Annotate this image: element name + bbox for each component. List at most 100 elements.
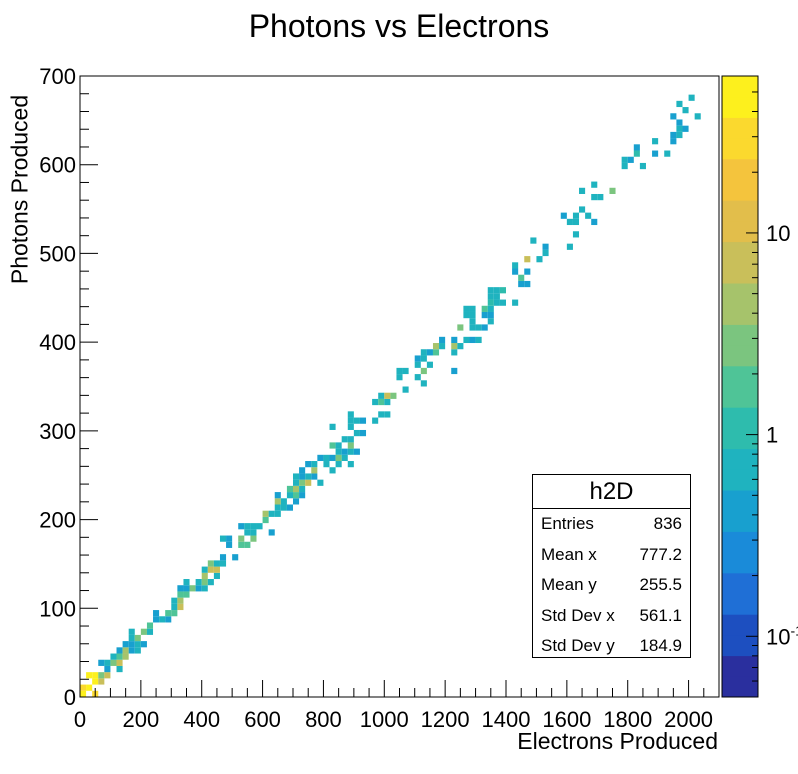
heatmap-cell [98, 672, 105, 679]
heatmap-cell [128, 634, 135, 642]
heatmap-cell [621, 156, 628, 163]
heatmap-cell [98, 659, 105, 666]
colorbar-segment [722, 655, 758, 677]
heatmap-cell [341, 454, 348, 462]
heatmap-cell [165, 616, 172, 623]
heatmap-cell [177, 591, 184, 598]
heatmap-cell [572, 218, 580, 226]
heatmap-cell [475, 324, 482, 331]
heatmap-cell [219, 560, 227, 567]
colorbar-segment [722, 676, 758, 698]
stats-row-std-x: Std Dev x 561.1 [533, 601, 690, 632]
heatmap-cell [341, 448, 348, 455]
heatmap-cell [579, 187, 586, 194]
colorbar-segment [722, 158, 758, 180]
heatmap-cell [469, 336, 476, 344]
heatmap-cell [463, 311, 470, 319]
stats-value: 184.9 [639, 636, 682, 655]
heatmap-cell [353, 448, 360, 455]
heatmap-cell [116, 665, 123, 673]
heatmap-cell [140, 641, 147, 648]
heatmap-cell [171, 610, 178, 617]
heatmap-cell [591, 193, 598, 201]
heatmap-cell [268, 529, 275, 536]
heatmap-cell [439, 336, 446, 344]
heatmap-cell [274, 498, 281, 505]
heatmap-cell [305, 479, 312, 486]
colorbar-segment [722, 572, 758, 594]
heatmap-cell [183, 579, 190, 586]
colorbar-segment [722, 593, 758, 615]
heatmap-cell [329, 442, 336, 449]
heatmap-cell [274, 510, 281, 517]
heatmap-cell [201, 579, 208, 586]
heatmap-cell [347, 417, 354, 424]
heatmap-cell [323, 454, 330, 462]
colorbar-segment [722, 531, 758, 553]
colorbar-segment [722, 469, 758, 491]
heatmap-cell [481, 305, 488, 312]
heatmap-cell [420, 349, 427, 356]
heatmap-cell [171, 603, 178, 611]
y-tick-label: 200 [39, 508, 76, 533]
heatmap-cell [317, 454, 324, 462]
heatmap-cell [165, 610, 172, 617]
heatmap-cell [597, 193, 604, 201]
heatmap-cell [469, 324, 476, 331]
heatmap-cell [116, 653, 123, 660]
heatmap-cell [286, 492, 293, 499]
heatmap-cell [530, 237, 537, 244]
colorbar-tick-label: 10-1 [766, 622, 798, 649]
colorbar-segment [722, 96, 758, 118]
heatmap-cell [335, 448, 342, 455]
heatmap-cell [122, 653, 129, 660]
heatmap-cell [293, 485, 300, 493]
colorbar-segment [722, 448, 758, 470]
heatmap-cell [670, 131, 677, 139]
stats-row-entries: Entries 836 [533, 509, 690, 540]
heatmap-cell [451, 336, 458, 344]
heatmap-cell [128, 647, 135, 654]
x-tick-label: 1400 [482, 707, 531, 732]
heatmap-cell [250, 529, 257, 536]
colorbar-segment [722, 634, 758, 657]
heatmap-cell [384, 411, 391, 418]
heatmap-cell [116, 647, 123, 654]
heatmap-cell [621, 162, 628, 170]
heatmap-cell [305, 473, 312, 480]
colorbar-segment [722, 138, 758, 160]
heatmap-cell [347, 423, 354, 430]
stats-key: Entries [541, 514, 594, 533]
heatmap-cell [335, 442, 342, 449]
x-axis-label: Electrons Produced [517, 728, 718, 754]
colorbar-segment [722, 262, 758, 284]
heatmap-cell [268, 510, 275, 517]
heatmap-cell [402, 367, 409, 375]
heatmap-cell [134, 641, 141, 648]
heatmap-cell [512, 262, 519, 269]
colorbar-segment [722, 283, 758, 305]
heatmap-cell [396, 367, 403, 375]
heatmap-cell [591, 218, 598, 226]
heatmap-cell [262, 510, 269, 517]
heatmap-cell [420, 367, 427, 375]
heatmap-cell [86, 684, 93, 691]
heatmap-cell [566, 218, 573, 226]
heatmap-cell [335, 454, 342, 462]
heatmap-cell [487, 293, 494, 300]
heatmap-cell [378, 411, 385, 418]
heatmap-cell [542, 243, 549, 250]
heatmap-cell [347, 436, 354, 443]
heatmap-cell [542, 249, 549, 257]
heatmap-cell [347, 411, 354, 418]
heatmap-cell [676, 100, 683, 108]
heatmap-cell [122, 647, 129, 654]
colorbar-frame [721, 75, 759, 698]
heatmap-cell [116, 659, 123, 666]
heatmap-cell [518, 280, 525, 288]
heatmap-cell [639, 162, 646, 170]
heatmap-cell [426, 349, 433, 356]
heatmap-cell [420, 380, 427, 387]
heatmap-cell [286, 485, 293, 493]
heatmap-cell [499, 299, 506, 306]
